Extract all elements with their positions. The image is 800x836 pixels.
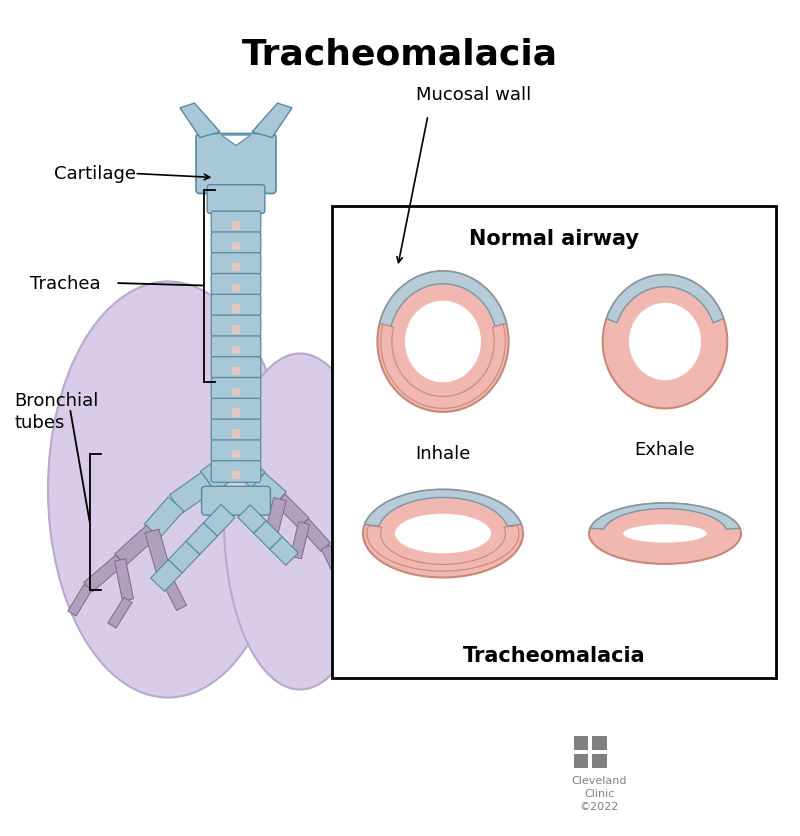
- Polygon shape: [254, 522, 282, 549]
- Polygon shape: [222, 136, 250, 146]
- Polygon shape: [180, 104, 220, 138]
- Ellipse shape: [589, 503, 741, 564]
- Text: Cleveland
Clinic
©2022: Cleveland Clinic ©2022: [572, 775, 627, 812]
- FancyBboxPatch shape: [207, 186, 265, 214]
- Polygon shape: [275, 494, 309, 528]
- FancyBboxPatch shape: [211, 232, 261, 254]
- Polygon shape: [168, 542, 200, 573]
- Text: Trachea: Trachea: [30, 275, 101, 293]
- Ellipse shape: [224, 354, 376, 690]
- Text: Mucosal wall: Mucosal wall: [416, 85, 531, 104]
- Polygon shape: [365, 490, 522, 527]
- Bar: [232, 430, 240, 438]
- Bar: [232, 472, 240, 480]
- FancyBboxPatch shape: [211, 461, 261, 482]
- Bar: [588, 750, 593, 754]
- Polygon shape: [170, 473, 214, 513]
- Bar: [232, 367, 240, 375]
- Polygon shape: [186, 523, 218, 555]
- Ellipse shape: [629, 303, 701, 380]
- FancyBboxPatch shape: [211, 337, 261, 358]
- Polygon shape: [203, 505, 235, 537]
- FancyBboxPatch shape: [196, 135, 276, 194]
- Bar: [232, 263, 240, 272]
- Bar: [232, 409, 240, 417]
- Bar: [232, 388, 240, 396]
- Bar: [592, 736, 606, 750]
- FancyBboxPatch shape: [202, 487, 270, 516]
- Ellipse shape: [623, 525, 707, 543]
- Bar: [232, 284, 240, 293]
- Polygon shape: [114, 526, 158, 566]
- Polygon shape: [114, 559, 134, 601]
- Bar: [232, 346, 240, 354]
- Ellipse shape: [602, 275, 727, 409]
- Polygon shape: [150, 560, 182, 592]
- FancyBboxPatch shape: [211, 378, 261, 400]
- Bar: [232, 305, 240, 314]
- Polygon shape: [290, 522, 310, 559]
- Bar: [592, 754, 606, 768]
- FancyBboxPatch shape: [211, 253, 261, 275]
- Bar: [332, 206, 776, 678]
- FancyBboxPatch shape: [211, 399, 261, 421]
- Polygon shape: [84, 555, 124, 592]
- Bar: [232, 326, 240, 334]
- Polygon shape: [238, 505, 266, 533]
- Polygon shape: [322, 545, 342, 576]
- Ellipse shape: [395, 514, 491, 553]
- Bar: [232, 242, 240, 251]
- Text: Normal airway: Normal airway: [469, 228, 639, 248]
- Polygon shape: [299, 519, 330, 552]
- Text: Tracheomalacia: Tracheomalacia: [242, 38, 558, 71]
- Polygon shape: [108, 598, 132, 629]
- FancyBboxPatch shape: [211, 420, 261, 441]
- Polygon shape: [266, 498, 286, 533]
- FancyBboxPatch shape: [211, 441, 261, 462]
- Polygon shape: [145, 529, 171, 576]
- Polygon shape: [68, 585, 92, 616]
- Text: Inhale: Inhale: [415, 444, 470, 462]
- Polygon shape: [230, 454, 265, 488]
- Bar: [574, 754, 588, 768]
- Polygon shape: [590, 503, 740, 529]
- Polygon shape: [201, 451, 243, 492]
- FancyBboxPatch shape: [211, 212, 261, 233]
- Polygon shape: [252, 104, 292, 138]
- Polygon shape: [144, 497, 184, 538]
- Text: Cartilage: Cartilage: [54, 166, 136, 183]
- FancyBboxPatch shape: [211, 316, 261, 337]
- Polygon shape: [606, 275, 723, 324]
- Ellipse shape: [378, 272, 509, 412]
- Polygon shape: [380, 272, 506, 327]
- Ellipse shape: [363, 490, 523, 578]
- FancyBboxPatch shape: [211, 357, 261, 379]
- Text: Exhale: Exhale: [634, 441, 695, 458]
- Text: Bronchial
tubes: Bronchial tubes: [14, 391, 98, 431]
- Polygon shape: [367, 526, 519, 572]
- Bar: [232, 222, 240, 230]
- Bar: [232, 451, 240, 459]
- Polygon shape: [252, 473, 286, 507]
- FancyBboxPatch shape: [211, 274, 261, 296]
- Polygon shape: [159, 571, 186, 611]
- Ellipse shape: [48, 283, 288, 698]
- FancyBboxPatch shape: [211, 295, 261, 317]
- Polygon shape: [270, 538, 298, 566]
- Bar: [574, 736, 588, 750]
- Ellipse shape: [405, 301, 481, 383]
- Text: Tracheomalacia: Tracheomalacia: [462, 645, 646, 665]
- Polygon shape: [381, 325, 506, 409]
